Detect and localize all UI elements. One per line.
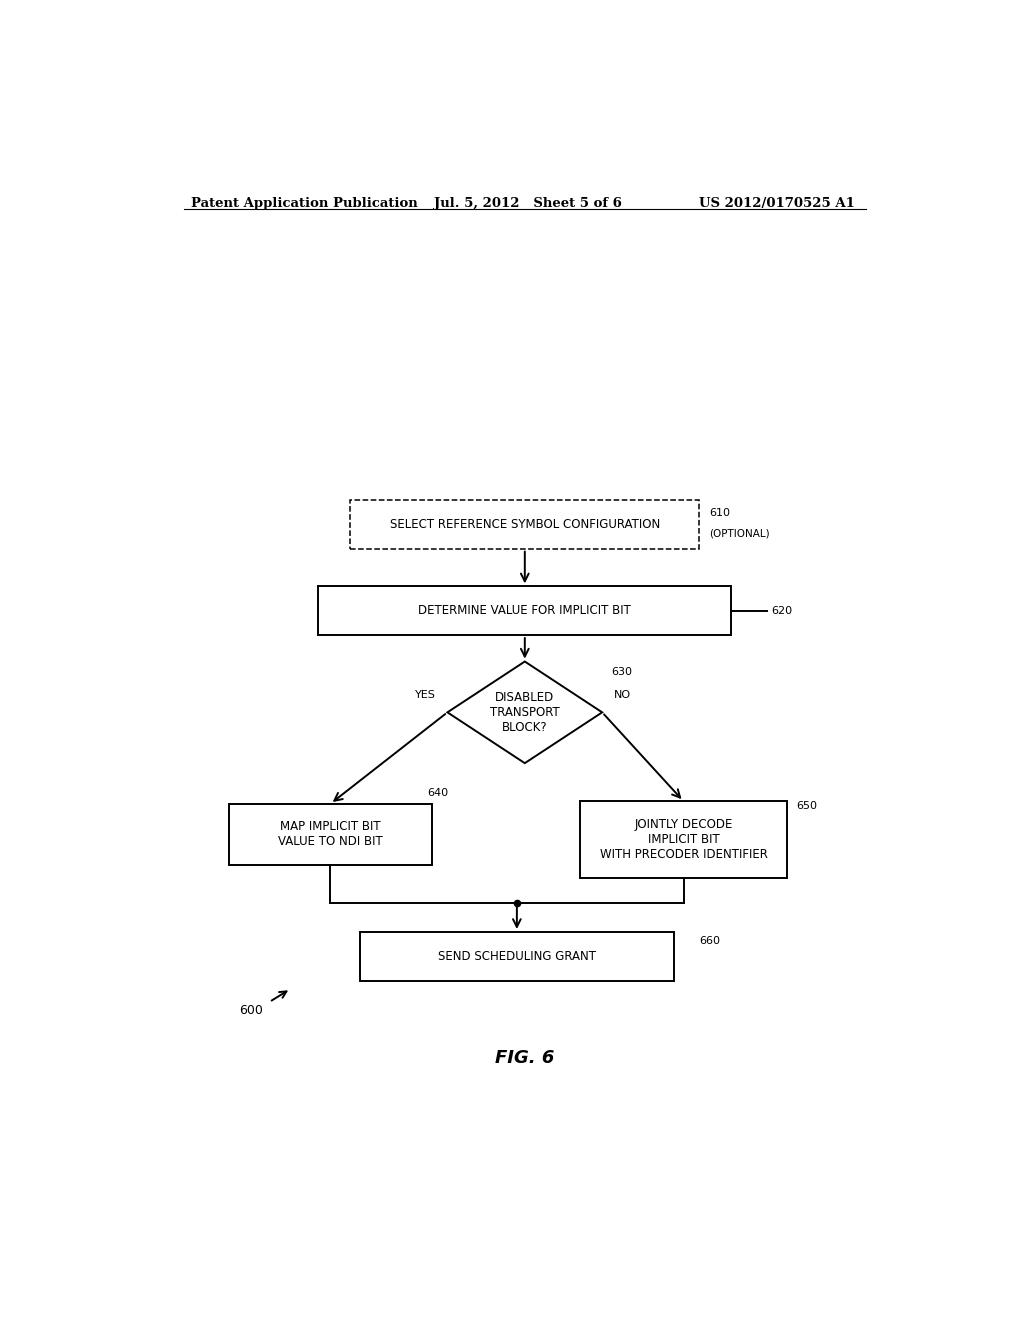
Polygon shape xyxy=(447,661,602,763)
Text: 630: 630 xyxy=(611,667,633,677)
Bar xyxy=(350,500,699,549)
Text: 610: 610 xyxy=(709,508,730,519)
Text: JOINTLY DECODE
IMPLICIT BIT
WITH PRECODER IDENTIFIER: JOINTLY DECODE IMPLICIT BIT WITH PRECODE… xyxy=(600,818,767,861)
Text: (OPTIONAL): (OPTIONAL) xyxy=(709,528,770,539)
Text: YES: YES xyxy=(415,690,435,700)
Bar xyxy=(318,586,731,635)
Text: MAP IMPLICIT BIT
VALUE TO NDI BIT: MAP IMPLICIT BIT VALUE TO NDI BIT xyxy=(278,820,383,849)
Text: Patent Application Publication: Patent Application Publication xyxy=(191,197,418,210)
Bar xyxy=(581,801,786,878)
Text: DISABLED
TRANSPORT
BLOCK?: DISABLED TRANSPORT BLOCK? xyxy=(489,690,560,734)
Text: Jul. 5, 2012   Sheet 5 of 6: Jul. 5, 2012 Sheet 5 of 6 xyxy=(433,197,622,210)
Bar xyxy=(360,932,674,981)
Text: SELECT REFERENCE SYMBOL CONFIGURATION: SELECT REFERENCE SYMBOL CONFIGURATION xyxy=(390,517,659,531)
Bar xyxy=(229,804,431,865)
Text: 600: 600 xyxy=(239,1003,263,1016)
Text: 620: 620 xyxy=(771,606,792,615)
Text: NO: NO xyxy=(614,690,631,700)
Text: SEND SCHEDULING GRANT: SEND SCHEDULING GRANT xyxy=(438,950,596,962)
Text: 640: 640 xyxy=(428,788,449,797)
Text: FIG. 6: FIG. 6 xyxy=(496,1049,554,1067)
Text: 650: 650 xyxy=(797,801,817,812)
Text: 660: 660 xyxy=(699,936,720,946)
Text: DETERMINE VALUE FOR IMPLICIT BIT: DETERMINE VALUE FOR IMPLICIT BIT xyxy=(419,605,631,618)
Text: US 2012/0170525 A1: US 2012/0170525 A1 xyxy=(699,197,855,210)
